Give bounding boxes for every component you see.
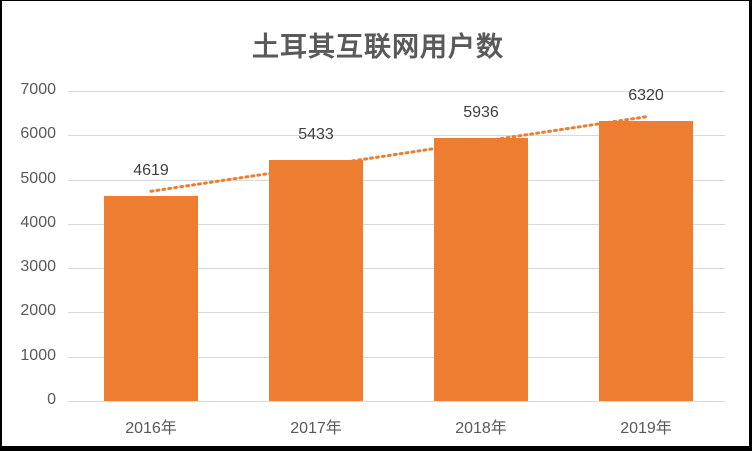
bar <box>269 160 363 401</box>
y-tick-label: 1000 <box>20 347 56 364</box>
y-tick-label: 6000 <box>20 125 56 142</box>
x-tick-label: 2018年 <box>455 420 507 437</box>
gridline <box>68 91 725 92</box>
bar <box>434 138 528 401</box>
gridline <box>68 401 725 402</box>
y-tick-label: 0 <box>47 391 56 408</box>
data-label: 4619 <box>133 162 169 179</box>
y-tick-label: 4000 <box>20 214 56 231</box>
gridline <box>68 180 725 181</box>
gridline <box>68 312 725 313</box>
gridline <box>68 357 725 358</box>
gridline <box>68 268 725 269</box>
bar <box>104 196 198 401</box>
gridline <box>68 135 725 136</box>
x-tick-label: 2017年 <box>290 420 342 437</box>
data-label: 6320 <box>628 87 664 104</box>
y-tick-label: 2000 <box>20 302 56 319</box>
y-tick-label: 5000 <box>20 170 56 187</box>
x-tick-label: 2016年 <box>125 420 177 437</box>
gridline <box>68 224 725 225</box>
y-tick-label: 7000 <box>20 81 56 98</box>
bar <box>599 121 693 401</box>
x-tick-label: 2019年 <box>620 420 672 437</box>
y-tick-label: 3000 <box>20 258 56 275</box>
chart-title: 土耳其互联网用户数 <box>252 32 504 63</box>
data-label: 5936 <box>463 104 499 121</box>
data-label: 5433 <box>298 126 334 143</box>
